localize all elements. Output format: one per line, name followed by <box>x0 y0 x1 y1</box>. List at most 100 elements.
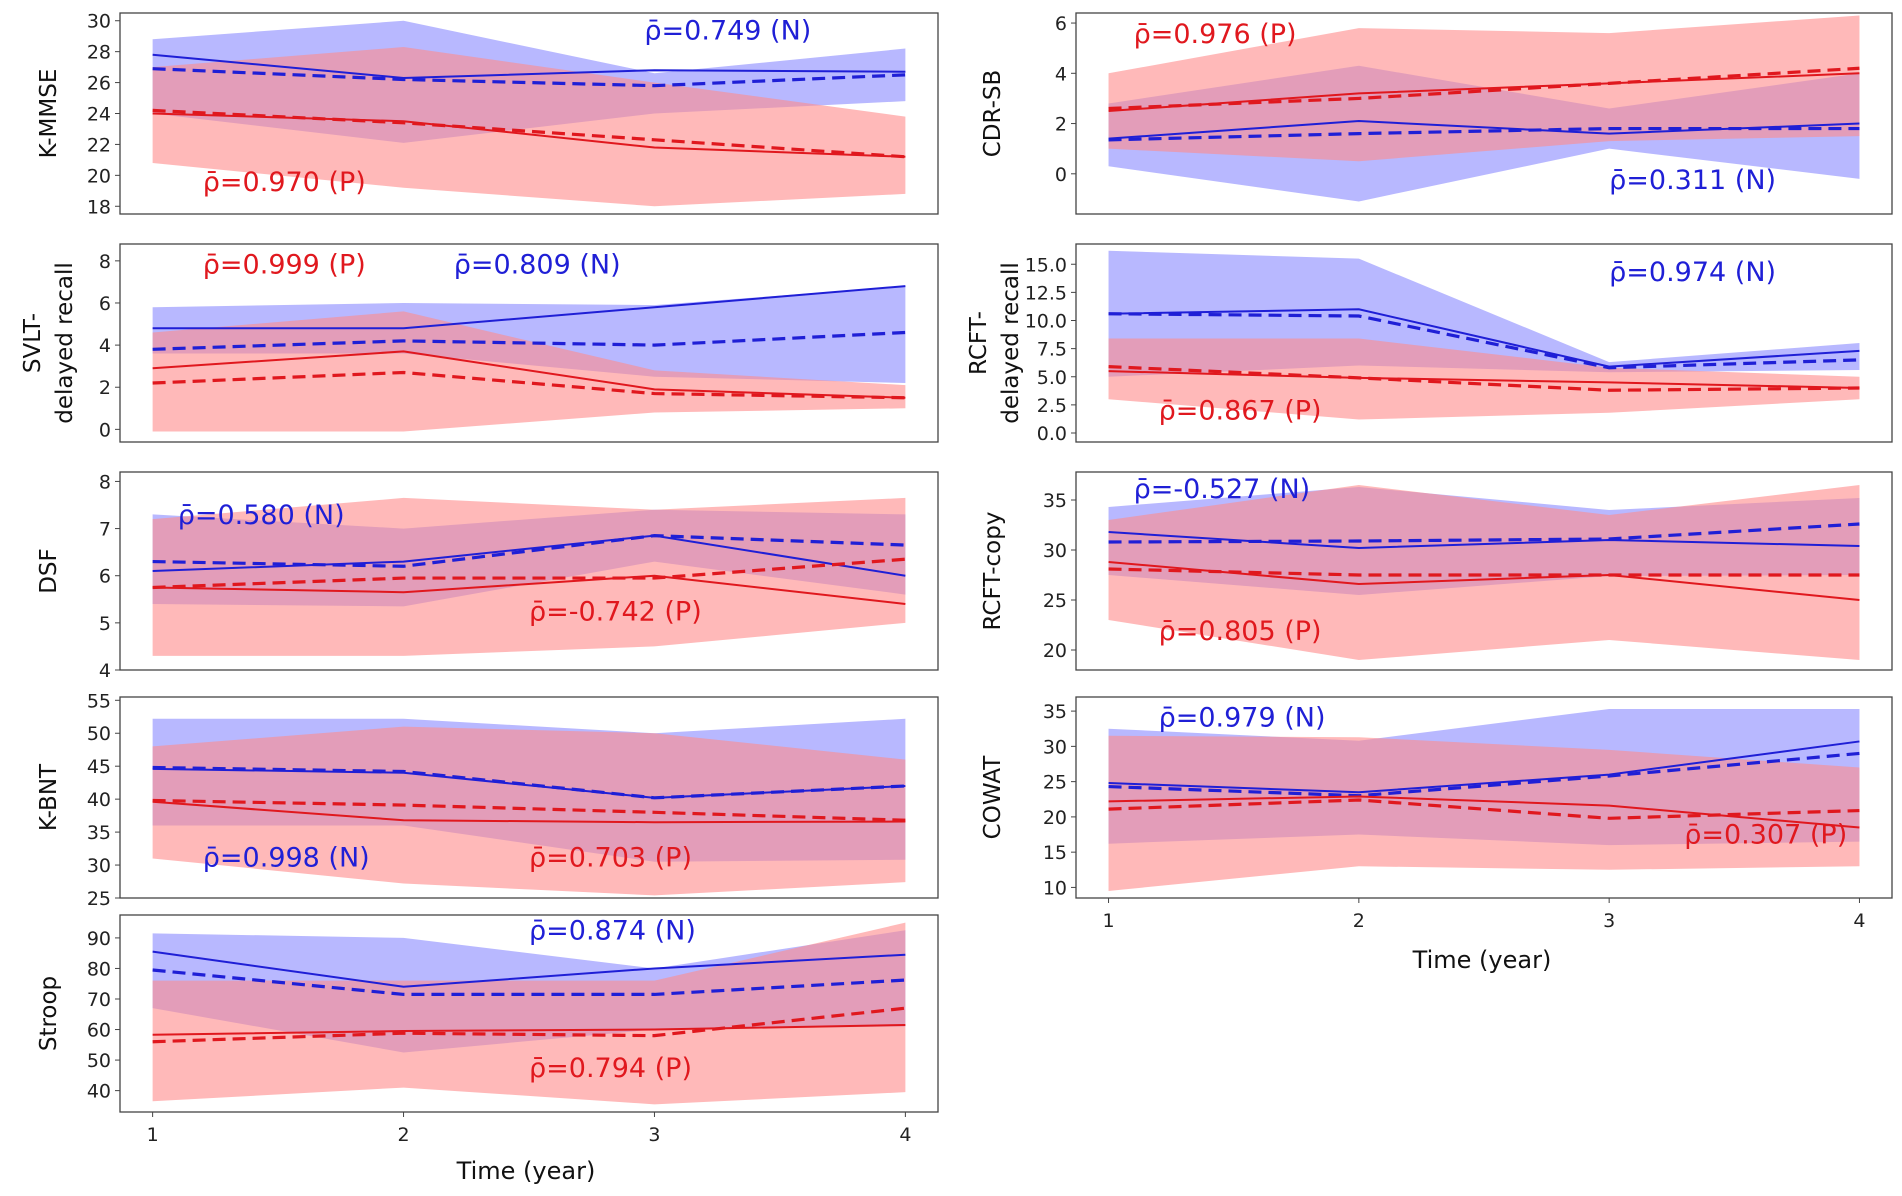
y-axis-label: SVLT- <box>20 313 46 373</box>
y-axis-label: RCFT- <box>966 311 992 375</box>
y-tick-label: 30 <box>87 11 111 33</box>
x-tick-label: 2 <box>397 1124 409 1146</box>
y-tick-label: 24 <box>87 104 111 126</box>
y-axis-label: DSF <box>36 548 62 594</box>
series-line-N-solid <box>1108 740 1860 794</box>
y-tick-label: 4 <box>1055 63 1067 85</box>
plot-frame <box>1075 696 1893 899</box>
y-axis-label: COWAT <box>980 755 1006 840</box>
series-line-P-dashed <box>152 1006 906 1044</box>
y-tick-label: 55 <box>87 690 111 712</box>
series-line-N-dashed <box>152 67 906 88</box>
series-line-P-dashed <box>1108 798 1860 820</box>
plot-area <box>152 497 906 656</box>
x-tick-label: 2 <box>1353 910 1365 932</box>
rho-annotation-N: ρ̄=0.979 (N) <box>1159 703 1326 734</box>
series-line-N-solid <box>1108 308 1860 368</box>
y-tick-label: 45 <box>87 756 111 778</box>
panel-stroop: 40 50 60 70 80 90 Stroop 1 2 3 4 ρ̄=0.874 (N) ρ̄=0.7… <box>36 914 939 1146</box>
plot-area <box>1108 485 1860 660</box>
plot-area <box>1108 708 1860 891</box>
y-tick-label: 18 <box>87 196 111 218</box>
y-tick-label: 40 <box>87 789 111 811</box>
rho-annotation-P: ρ̄=0.976 (P) <box>1134 19 1297 50</box>
plot-area <box>152 718 906 896</box>
series-line-P-dashed <box>152 798 906 822</box>
series-line-N-solid <box>152 534 906 577</box>
y-tick-label: 25 <box>1043 590 1067 612</box>
series-line-P-dashed <box>1108 365 1860 392</box>
x-tick-label: 1 <box>1102 910 1114 932</box>
y-axis-label: delayed recall <box>52 262 78 424</box>
y-tick-label: 6 <box>99 293 111 315</box>
panel-rcft-copy: 20 25 30 35 RCFT-copy ρ̄=-0.527 (N) ρ̄=0.805 (… <box>980 471 1893 671</box>
y-tick-label: 28 <box>87 42 111 64</box>
confidence-band-P <box>152 47 906 207</box>
series-line-N-dashed <box>152 330 906 351</box>
series-line-P-solid <box>1108 370 1860 389</box>
rho-annotation-N: ρ̄=0.749 (N) <box>644 15 811 46</box>
y-tick-label: 20 <box>1043 640 1067 662</box>
y-tick-label: 35 <box>1043 490 1067 512</box>
y-axis-label: K-MMSE <box>36 69 62 159</box>
y-tick-label: 22 <box>87 134 111 156</box>
x-tick-label: 4 <box>899 1124 911 1146</box>
rho-annotation-N: ρ̄=0.998 (N) <box>203 842 370 873</box>
confidence-band-P <box>152 726 906 896</box>
y-tick-label: 2 <box>1055 114 1067 136</box>
series-line-P-dashed <box>152 370 906 400</box>
plot-frame <box>119 243 939 443</box>
y-tick-label: 5.0 <box>1037 367 1067 389</box>
plot-area <box>152 922 906 1105</box>
y-tick-label: 30 <box>87 855 111 877</box>
y-tick-label: 7.5 <box>1037 339 1067 361</box>
series-line-P-solid <box>152 350 906 399</box>
rho-annotation-N: ρ̄=-0.527 (N) <box>1134 474 1311 505</box>
y-tick-label: 50 <box>87 1050 111 1072</box>
rho-annotation-P: ρ̄=0.970 (P) <box>203 167 366 198</box>
rho-annotation-N: ρ̄=0.974 (N) <box>1609 257 1776 288</box>
y-tick-label: 2.5 <box>1037 395 1067 417</box>
x-axis-label: Time (year) <box>1412 946 1552 974</box>
series-line-N-dashed <box>152 534 906 568</box>
series-line-N-dashed <box>1108 751 1860 798</box>
series-line-N-solid <box>152 53 906 79</box>
series-line-P-dashed <box>152 108 906 159</box>
y-axis-label: delayed recall <box>998 262 1024 424</box>
y-tick-label: 8 <box>99 251 111 273</box>
series-line-P-solid <box>152 1023 906 1036</box>
x-tick-label: 3 <box>648 1124 660 1146</box>
panel-k-mmse: 18 20 22 24 26 28 30 K-MMSE ρ̄=0.749 (N) ρ̄=0.970… <box>36 11 939 218</box>
y-tick-label: 12.5 <box>1025 282 1067 304</box>
panel-dsf: 4 5 6 7 8 DSF ρ̄=0.580 (N) ρ̄=-0.742 (P) <box>36 471 939 682</box>
y-tick-label: 0 <box>1055 164 1067 186</box>
rho-annotation-N: ρ̄=0.809 (N) <box>454 249 621 280</box>
series-line-N-solid <box>152 950 906 988</box>
x-tick-label: 3 <box>1603 910 1615 932</box>
plot-frame <box>1075 12 1893 215</box>
plot-frame <box>1075 243 1893 443</box>
x-axis-label: Time (year) <box>456 1157 596 1185</box>
series-line-P-solid <box>1108 795 1860 829</box>
rho-annotation-P: ρ̄=0.703 (P) <box>529 842 692 873</box>
x-tick-label: 1 <box>147 1124 159 1146</box>
y-tick-label: 70 <box>87 989 111 1011</box>
rho-annotation-P: ρ̄=0.999 (P) <box>203 249 366 280</box>
y-tick-label: 80 <box>87 958 111 980</box>
plot-frame <box>119 471 939 671</box>
plot-area <box>152 20 906 207</box>
series-line-N-solid <box>152 285 906 330</box>
y-tick-label: 25 <box>1043 772 1067 794</box>
plot-frame <box>119 696 939 899</box>
y-tick-label: 60 <box>87 1020 111 1042</box>
panel-cdr-sb: 0 2 4 6 CDR-SB ρ̄=0.976 (P) ρ̄=0.311 (N) <box>980 12 1893 215</box>
rho-annotation-P: ρ̄=-0.742 (P) <box>529 597 702 628</box>
series-line-P-dashed <box>1108 66 1860 111</box>
series-line-P-dashed <box>1108 567 1860 577</box>
series-line-N-dashed <box>1108 522 1860 544</box>
y-tick-label: 50 <box>87 723 111 745</box>
y-tick-label: 6 <box>99 566 111 588</box>
y-tick-label: 30 <box>1043 736 1067 758</box>
y-axis-label: Stroop <box>36 976 62 1051</box>
